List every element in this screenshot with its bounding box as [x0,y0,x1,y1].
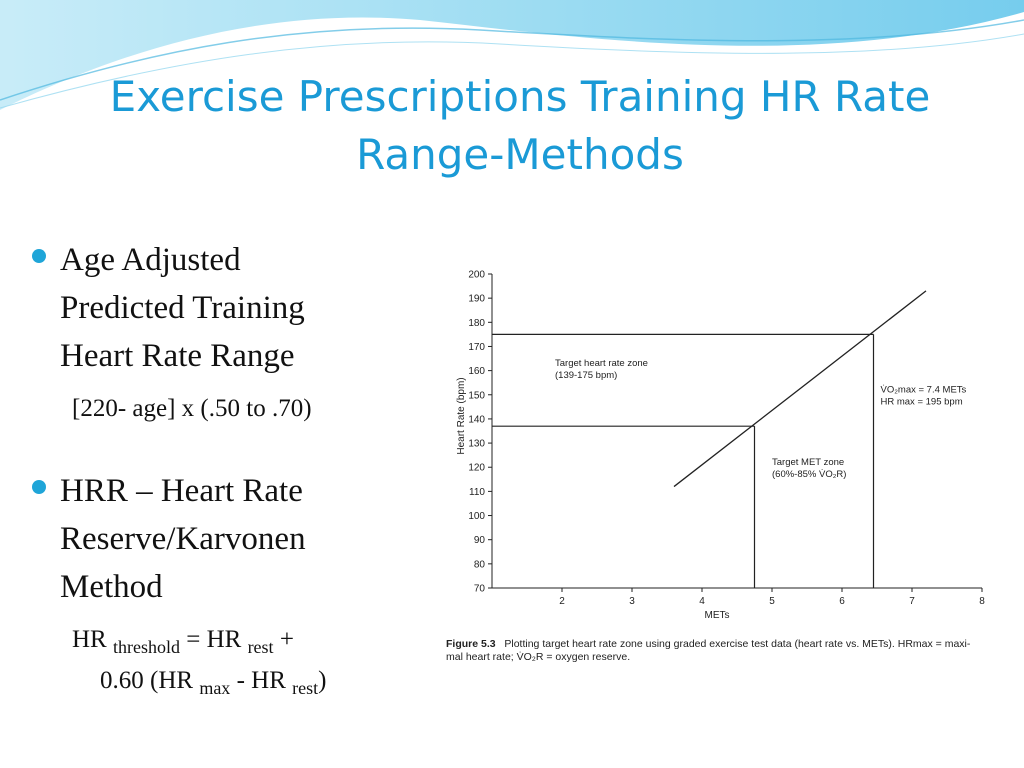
caption-label: Figure 5.3 [446,638,496,650]
formula-part: = HR [186,626,242,653]
formula-subscript: rest [292,678,319,698]
x-tick-label: 2 [559,596,565,607]
bullet-line: Heart Rate Range [60,338,295,374]
bullet-line: Age Adjusted [60,242,241,278]
bullet-dot-icon [32,480,46,494]
bullet-line: Method [60,569,163,605]
formula-part: ) [318,667,327,694]
y-tick-label: 170 [468,342,485,353]
formula-age-adjusted: [220- age] x (.50 to .70) [72,395,312,422]
formula-part: HR [72,626,107,653]
heart-rate-met-line [673,290,927,488]
x-tick-label: 5 [769,596,775,607]
formula-part: 0.60 (HR [100,667,194,694]
y-tick-label: 110 [469,487,485,498]
y-tick-label: 150 [468,390,485,401]
formula-karvonen-line1: HR threshold = HR rest + [72,623,294,664]
y-tick-label: 160 [468,366,485,377]
bullet-line: Predicted Training [60,290,305,326]
x-tick-label: 3 [629,596,635,607]
slide-title-line2: Range-Methods [356,130,684,179]
y-axis-label: Heart Rate (bpm) [456,377,467,454]
caption-line2: mal heart rate; V̇O₂R = oxygen reserve. [446,651,631,663]
chart-annotation: Target heart rate zone [555,358,648,369]
x-tick-label: 8 [979,596,985,607]
y-tick-label: 90 [474,535,486,546]
y-tick-label: 130 [468,439,485,450]
heart-rate-chart: 70 80 90 100 110 120 130 140 150 160 170 180 190 200 2… [456,270,985,622]
chart-panel: 70 80 90 100 110 120 130 140 150 160 170 180 190 200 2… [442,255,999,667]
bullet-line: Reserve/Karvonen [60,521,306,557]
y-tick-label: 180 [468,318,485,329]
formula-karvonen-line2: 0.60 (HR max - HR rest) [100,664,326,705]
formula-subscript: rest [247,637,274,657]
header-wave-decoration [0,0,1024,110]
y-tick-label: 120 [468,463,485,474]
chart-annotation: Target MET zone [772,457,844,468]
x-tick-label: 4 [699,596,705,607]
chart-annotation: (139-175 bpm) [555,370,617,381]
chart-annotation: (60%-85% V̇O₂R) [772,468,846,479]
y-tick-label: 200 [468,270,485,281]
bullet-line: HRR – Heart Rate [60,473,303,509]
y-tick-label: 80 [474,559,486,570]
y-tick-label: 70 [474,584,486,595]
y-tick-label: 190 [468,294,485,305]
bullet-age-adjusted: Age Adjusted Predicted Training Heart Ra… [30,236,410,380]
chart-annotation: HR max = 195 bpm [881,396,963,407]
slide-title-line1: Exercise Prescriptions Training HR Rate [109,72,931,121]
bullet-hrr-karvonen: HRR – Heart Rate Reserve/Karvonen Method [30,467,410,611]
formula-subscript: threshold [112,637,180,657]
x-tick-label: 7 [909,596,915,607]
slide-title: Exercise Prescriptions Training HR Rate … [40,68,1000,184]
y-tick-label: 140 [468,414,485,425]
y-tick-label: 100 [468,511,485,522]
figure-caption: Figure 5.3 Plotting target heart rate zo… [446,638,999,664]
formula-subscript: max [199,678,231,698]
caption-line1: Plotting target heart rate zone using gr… [504,638,971,650]
chart-annotation: V̇O₂max = 7.4 METs [881,384,967,395]
formula-part: + [279,626,294,653]
formula-part: - HR [236,667,286,694]
x-axis-label: METs [705,610,730,621]
bullet-dot-icon [32,249,46,263]
x-tick-label: 6 [839,596,845,607]
